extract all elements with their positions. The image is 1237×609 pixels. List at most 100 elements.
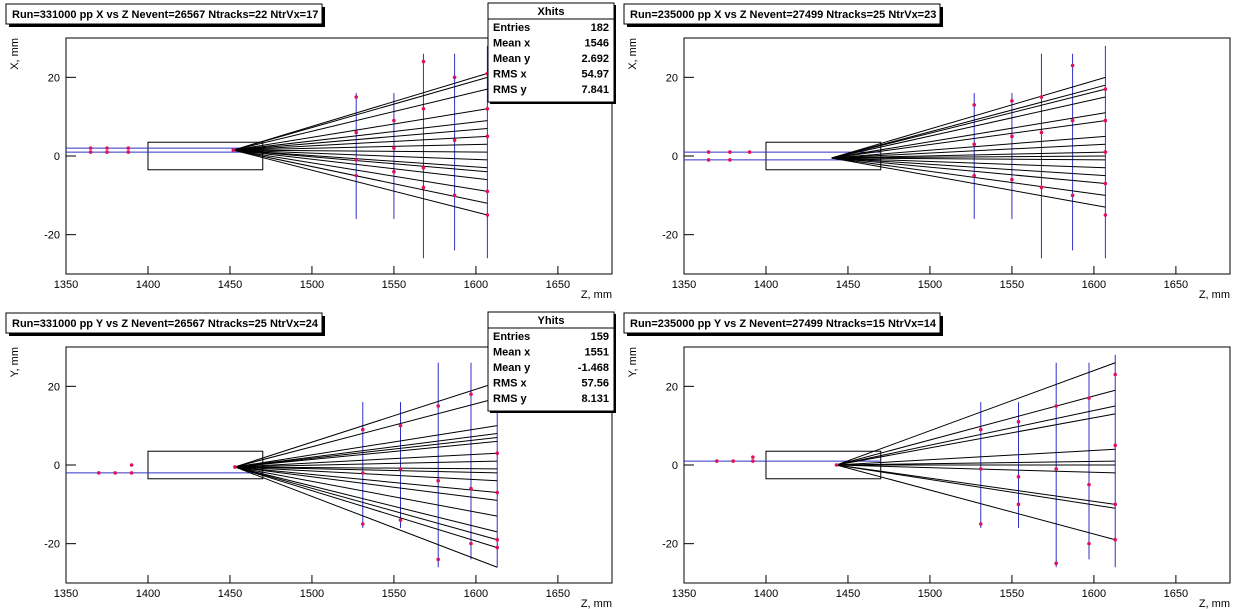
- stats-label: Entries: [493, 331, 530, 343]
- track: [831, 151, 1106, 159]
- hit: [1016, 502, 1021, 507]
- hit: [706, 150, 711, 154]
- hit: [728, 150, 732, 154]
- track: [233, 76, 488, 151]
- hit: [398, 467, 403, 471]
- hit: [421, 107, 426, 111]
- hit: [392, 118, 396, 123]
- y-axis-label: Y, mm: [9, 347, 21, 377]
- hit: [747, 150, 752, 154]
- track: [831, 88, 1106, 159]
- title-box: [623, 312, 941, 334]
- hit: [392, 146, 396, 150]
- track: [836, 389, 1116, 466]
- hit: [1010, 177, 1014, 182]
- hit: [1010, 134, 1014, 139]
- track: [233, 135, 488, 151]
- x-tick-label: 1600: [464, 588, 488, 600]
- hit: [731, 459, 735, 463]
- chart-title: Run=331000 pp Y vs Z Nevent=26567 Ntrack…: [12, 318, 319, 330]
- hit: [1113, 502, 1118, 507]
- y-tick-label: 0: [54, 460, 60, 472]
- panel: 1350 1400 1450 1500 1550 1600 1650 -20 0 20 Z, mm X…: [5, 2, 616, 301]
- hit: [1087, 541, 1091, 546]
- track: [233, 149, 488, 153]
- x-tick-label: 1550: [382, 588, 406, 600]
- track: [234, 466, 498, 470]
- chart-title: Run=235000 pp X vs Z Nevent=27499 Ntrack…: [630, 9, 936, 21]
- hit: [88, 146, 93, 150]
- stats-label: RMS x: [493, 378, 528, 390]
- hit: [1039, 130, 1044, 135]
- hit: [495, 490, 500, 495]
- x-tick-label: 1500: [918, 279, 942, 291]
- hit: [392, 169, 396, 174]
- hit: [978, 522, 983, 526]
- stats-value: 54.97: [581, 69, 609, 81]
- y-tick-label: 0: [672, 460, 678, 472]
- track: [234, 466, 498, 482]
- track: [233, 149, 488, 173]
- title-box: [5, 312, 323, 334]
- track: [233, 143, 488, 151]
- x-axis-label: Z, mm: [581, 598, 612, 609]
- track: [234, 466, 498, 541]
- track: [836, 448, 1116, 466]
- hit: [1103, 150, 1108, 154]
- hit: [105, 146, 109, 150]
- track: [831, 157, 1106, 177]
- hit: [354, 158, 359, 162]
- x-tick-label: 1450: [218, 588, 242, 600]
- hit: [1016, 419, 1021, 424]
- hit: [129, 463, 134, 467]
- stats-value: -1.468: [578, 362, 609, 374]
- track: [234, 381, 498, 468]
- track: [831, 112, 1106, 159]
- y-tick-label: 20: [48, 381, 60, 393]
- track: [234, 466, 498, 494]
- y-axis-label: X, mm: [627, 38, 639, 70]
- x-tick-label: 1400: [136, 588, 160, 600]
- track: [234, 466, 498, 568]
- x-tick-label: 1350: [54, 279, 78, 291]
- track: [831, 157, 1106, 185]
- hit: [469, 486, 473, 491]
- x-tick-label: 1650: [546, 279, 570, 291]
- hit: [1070, 118, 1075, 123]
- hit: [354, 130, 359, 135]
- track: [234, 452, 498, 468]
- track: [836, 413, 1116, 466]
- stats-label: RMS y: [493, 393, 528, 405]
- hit: [1103, 213, 1108, 217]
- track: [234, 466, 498, 474]
- stats-title: Xhits: [538, 6, 565, 18]
- track: [831, 96, 1106, 159]
- hit: [452, 75, 457, 80]
- track: [233, 120, 488, 151]
- hit: [452, 193, 457, 198]
- x-tick-label: 1450: [836, 279, 860, 291]
- hit: [978, 467, 983, 471]
- hit: [495, 545, 500, 550]
- stats-value: 159: [591, 331, 609, 343]
- stats-label: RMS x: [493, 69, 528, 81]
- track: [831, 157, 1106, 169]
- stats-value: 1551: [585, 347, 609, 359]
- x-tick-label: 1400: [754, 279, 778, 291]
- track: [831, 135, 1106, 159]
- hit: [706, 158, 711, 162]
- hit: [495, 451, 500, 455]
- track: [234, 425, 498, 468]
- hit: [1113, 372, 1118, 377]
- hit: [469, 541, 473, 546]
- track: [234, 397, 498, 468]
- stats-value: 1546: [585, 38, 609, 50]
- hit: [495, 537, 500, 542]
- track: [234, 433, 498, 468]
- hit: [233, 465, 237, 469]
- x-tick-label: 1350: [672, 588, 696, 600]
- x-tick-label: 1450: [836, 588, 860, 600]
- hit: [1087, 396, 1091, 400]
- stats-value: 182: [591, 22, 609, 34]
